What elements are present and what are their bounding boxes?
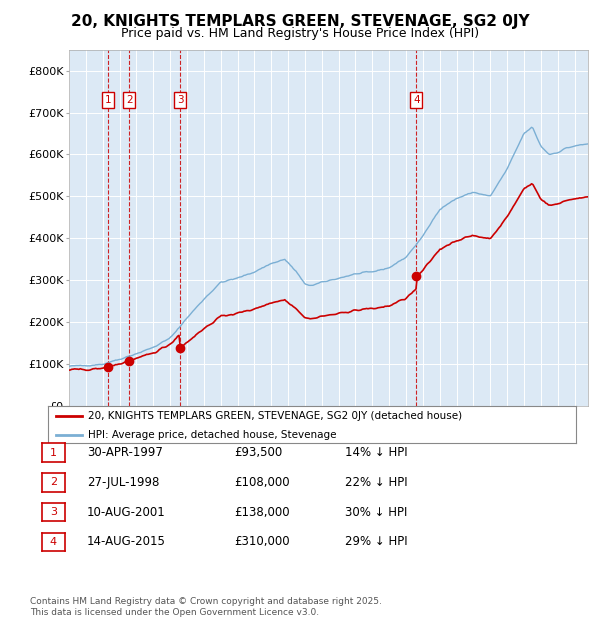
Text: 20, KNIGHTS TEMPLARS GREEN, STEVENAGE, SG2 0JY: 20, KNIGHTS TEMPLARS GREEN, STEVENAGE, S… (71, 14, 529, 29)
Text: 4: 4 (50, 537, 57, 547)
Text: 30% ↓ HPI: 30% ↓ HPI (345, 506, 407, 518)
Text: 27-JUL-1998: 27-JUL-1998 (87, 476, 160, 489)
Text: 2: 2 (50, 477, 57, 487)
Text: 20, KNIGHTS TEMPLARS GREEN, STEVENAGE, SG2 0JY (detached house): 20, KNIGHTS TEMPLARS GREEN, STEVENAGE, S… (88, 411, 462, 421)
Text: 1: 1 (50, 448, 57, 458)
Text: 22% ↓ HPI: 22% ↓ HPI (345, 476, 407, 489)
Text: £138,000: £138,000 (234, 506, 290, 518)
Text: 3: 3 (50, 507, 57, 517)
Text: 14-AUG-2015: 14-AUG-2015 (87, 536, 166, 548)
Text: £93,500: £93,500 (234, 446, 282, 459)
Text: HPI: Average price, detached house, Stevenage: HPI: Average price, detached house, Stev… (88, 430, 336, 440)
Text: 14% ↓ HPI: 14% ↓ HPI (345, 446, 407, 459)
Text: Contains HM Land Registry data © Crown copyright and database right 2025.
This d: Contains HM Land Registry data © Crown c… (30, 598, 382, 617)
Text: 2: 2 (126, 95, 133, 105)
Text: 10-AUG-2001: 10-AUG-2001 (87, 506, 166, 518)
Text: £108,000: £108,000 (234, 476, 290, 489)
Text: 29% ↓ HPI: 29% ↓ HPI (345, 536, 407, 548)
Text: 3: 3 (177, 95, 184, 105)
Text: £310,000: £310,000 (234, 536, 290, 548)
Text: 4: 4 (413, 95, 419, 105)
Text: 30-APR-1997: 30-APR-1997 (87, 446, 163, 459)
Text: Price paid vs. HM Land Registry's House Price Index (HPI): Price paid vs. HM Land Registry's House … (121, 27, 479, 40)
Text: 1: 1 (105, 95, 112, 105)
